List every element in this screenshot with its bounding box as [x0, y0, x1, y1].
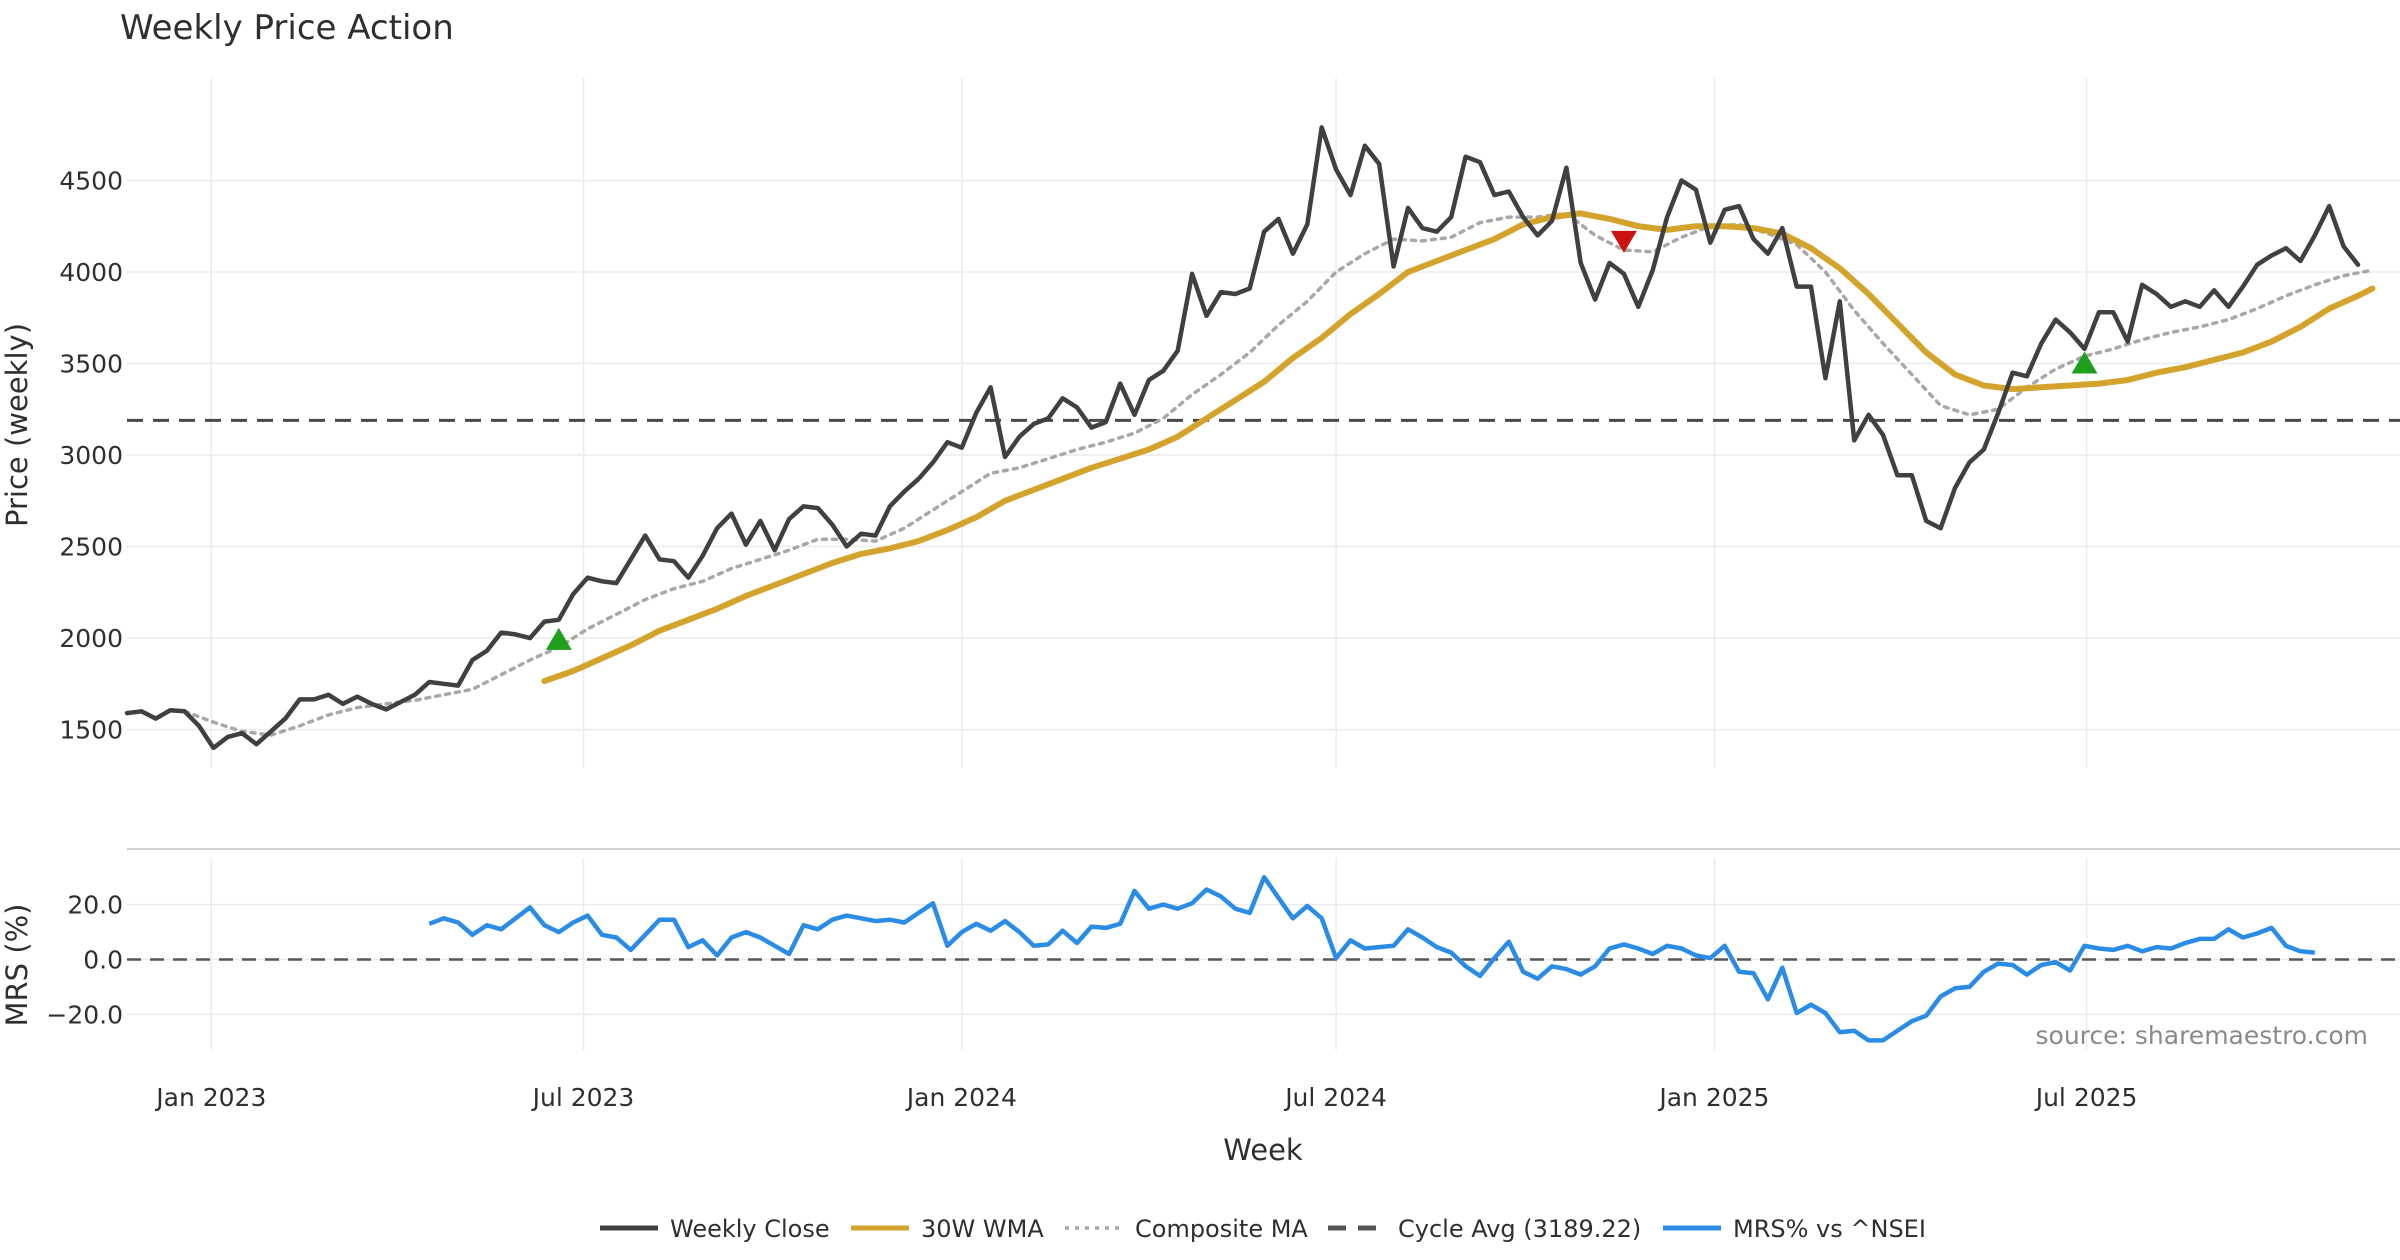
legend-label: Cycle Avg (3189.22) [1398, 1215, 1641, 1243]
mrs-y-tick-label: −20.0 [46, 1000, 123, 1029]
mrs-y-tick-label: 20.0 [67, 891, 123, 920]
x-tick-label: Jul 2024 [1283, 1083, 1387, 1112]
sell-signal-marker [1610, 230, 1637, 253]
series-line-weekly-close [124, 125, 2361, 751]
legend-label: Composite MA [1135, 1215, 1308, 1243]
x-tick-label: Jan 2024 [905, 1083, 1017, 1112]
price-y-tick-label: 2000 [59, 624, 123, 653]
signal-markers [545, 230, 2098, 650]
price-y-tick-label: 3000 [59, 441, 123, 470]
x-tick-label: Jan 2025 [1657, 1083, 1769, 1112]
legend-item: MRS% vs ^NSEI [1663, 1215, 1926, 1243]
price-y-tick-label: 1500 [59, 716, 123, 745]
series-line-30w-wma [541, 210, 2376, 685]
legend-label: 30W WMA [921, 1215, 1044, 1243]
legend-item: Weekly Close [600, 1215, 830, 1243]
price-series-lines [124, 125, 2400, 751]
series-line-mrs [428, 874, 2316, 1043]
legend-label: MRS% vs ^NSEI [1733, 1215, 1926, 1243]
legend-label: Weekly Close [670, 1215, 830, 1243]
price-y-tick-label: 2500 [59, 533, 123, 562]
legend-item: 30W WMA [851, 1215, 1044, 1243]
mrs-y-axis-ticks: 20.0 0.0 −20.0 [46, 891, 123, 1030]
buy-signal-marker [545, 627, 572, 650]
x-tick-label: Jul 2023 [531, 1083, 635, 1112]
legend-item: Cycle Avg (3189.22) [1328, 1215, 1641, 1243]
x-tick-label: Jan 2023 [154, 1083, 266, 1112]
price-y-axis-label: Price (weekly) [0, 323, 34, 527]
chart-legend: Weekly Close 30W WMA Composite MA Cycle Avg… [600, 1215, 1926, 1243]
buy-signal-marker [2071, 351, 2098, 374]
x-axis-ticks: Jan 2023 Jul 2023 Jan 2024 Jul 2024 Jan 2025… [154, 1083, 2137, 1112]
price-y-tick-label: 3500 [59, 350, 123, 379]
legend-item: Composite MA [1065, 1215, 1308, 1243]
mrs-y-axis-label: MRS (%) [0, 904, 34, 1027]
chart-title: Weekly Price Action [120, 8, 454, 48]
price-y-tick-label: 4000 [59, 258, 123, 287]
x-axis-label: Week [1223, 1133, 1303, 1167]
x-tick-label: Jul 2025 [2034, 1083, 2138, 1112]
mrs-series-lines [428, 874, 2316, 1043]
price-y-tick-label: 4500 [59, 166, 123, 195]
mrs-y-tick-label: 0.0 [83, 945, 123, 974]
series-line-composite-ma [182, 211, 2375, 737]
price-panel-grid [127, 78, 2400, 768]
price-y-axis-ticks: 1500 2000 2500 3000 3500 4000 4500 [59, 166, 123, 744]
source-note: source: sharemaestro.com [2036, 1021, 2369, 1050]
